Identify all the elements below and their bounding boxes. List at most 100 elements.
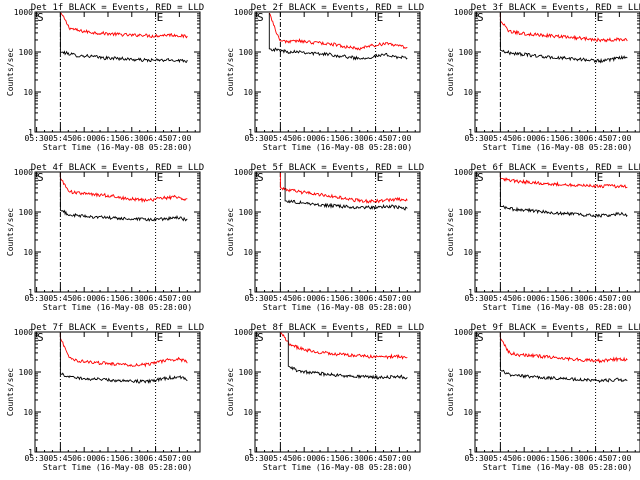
x-axis-label: Start Time (16-May-08 05:28:00) [43, 463, 192, 472]
y-tick-label: 100 [239, 48, 254, 57]
y-tick-label: 10 [243, 88, 253, 97]
x-tick-label: 07:00 [167, 454, 191, 463]
x-tick-label: 06:30 [340, 454, 364, 463]
y-tick-label: 10 [23, 88, 33, 97]
plot-frame [474, 331, 640, 453]
y-tick-label: 1000 [14, 8, 33, 17]
series-lld-line [499, 173, 628, 189]
series-events-line [287, 333, 408, 380]
x-tick-label: 06:45 [364, 454, 388, 463]
y-axis-label: Counts/sec [446, 368, 455, 416]
plot-frame [254, 331, 421, 453]
x-tick-label: 05:30 [465, 294, 489, 303]
plot-frame [474, 11, 640, 133]
series-events-line [499, 13, 628, 64]
series-events-line [499, 173, 628, 218]
start-marker-label: S [477, 11, 484, 24]
x-tick-label: 06:00 [512, 294, 536, 303]
panel-title: Det 7f BLACK = Events, RED = LLD [31, 323, 204, 333]
start-marker-label: S [257, 171, 264, 184]
x-tick-label: 07:00 [167, 134, 191, 143]
x-tick-label: 06:45 [144, 294, 168, 303]
x-tick-label: 05:45 [48, 134, 72, 143]
x-tick-label: 05:30 [245, 134, 269, 143]
end-marker-label: E [597, 11, 604, 24]
series-lld-line [59, 333, 188, 368]
start-marker-label: S [37, 171, 44, 184]
x-tick-label: 05:45 [488, 294, 512, 303]
series-events-line [268, 13, 408, 61]
y-axis-label: Counts/sec [446, 48, 455, 96]
end-marker-label: E [377, 11, 384, 24]
x-tick-label: 05:45 [268, 454, 292, 463]
x-tick-label: 06:45 [364, 294, 388, 303]
x-tick-label: 07:00 [607, 294, 631, 303]
y-tick-label: 1000 [14, 168, 33, 177]
start-marker-label: S [37, 331, 44, 344]
x-axis-label: Start Time (16-May-08 05:28:00) [263, 143, 412, 152]
y-axis-label: Counts/sec [226, 208, 235, 256]
x-axis-label: Start Time (16-May-08 05:28:00) [483, 463, 632, 472]
panel-det-8: Det 8f BLACK = Events, RED = LLD 1 10 100 10… [226, 323, 424, 472]
x-tick-label: 06:30 [340, 294, 364, 303]
panel-title: Det 9f BLACK = Events, RED = LLD [471, 323, 640, 333]
y-tick-label: 100 [459, 48, 474, 57]
panel-det-7: Det 7f BLACK = Events, RED = LLD 1 10 100 10… [6, 323, 204, 472]
end-marker-label: E [157, 171, 164, 184]
y-tick-label: 100 [19, 368, 34, 377]
y-tick-label: 1 [468, 448, 473, 457]
y-tick-label: 1000 [234, 168, 253, 177]
y-tick-label: 1000 [454, 8, 473, 17]
y-tick-label: 10 [463, 248, 473, 257]
x-axis-label: Start Time (16-May-08 05:28:00) [263, 463, 412, 472]
panel-title: Det 1f BLACK = Events, RED = LLD [31, 3, 204, 13]
x-tick-label: 05:30 [25, 454, 49, 463]
x-tick-label: 05:45 [268, 134, 292, 143]
x-tick-label: 06:30 [560, 294, 584, 303]
x-tick-label: 05:30 [245, 454, 269, 463]
y-tick-label: 1 [28, 448, 33, 457]
series-lld-line [268, 12, 408, 51]
x-tick-label: 05:45 [488, 454, 512, 463]
y-tick-label: 100 [459, 368, 474, 377]
x-tick-label: 07:00 [387, 294, 411, 303]
x-tick-label: 06:45 [584, 454, 608, 463]
x-tick-label: 06:00 [292, 134, 316, 143]
x-tick-label: 07:00 [607, 134, 631, 143]
y-tick-label: 1000 [234, 8, 253, 17]
x-tick-label: 06:15 [536, 454, 560, 463]
series-lld-line [59, 173, 188, 203]
y-tick-label: 1000 [234, 328, 253, 337]
x-tick-label: 05:30 [25, 134, 49, 143]
panel-det-3: Det 3f BLACK = Events, RED = LLD 1 10 100 10… [446, 3, 640, 152]
x-axis-label: Start Time (16-May-08 05:28:00) [483, 303, 632, 312]
y-tick-label: 1 [28, 288, 33, 297]
y-axis-label: Counts/sec [226, 368, 235, 416]
series-events-line [59, 333, 188, 384]
x-tick-label: 06:30 [560, 134, 584, 143]
y-tick-label: 1 [468, 288, 473, 297]
x-tick-label: 05:45 [48, 454, 72, 463]
x-tick-label: 06:45 [584, 294, 608, 303]
y-axis-label: Counts/sec [446, 208, 455, 256]
x-tick-label: 06:00 [512, 454, 536, 463]
y-tick-label: 100 [459, 208, 474, 217]
x-tick-label: 05:30 [465, 134, 489, 143]
y-tick-label: 100 [239, 368, 254, 377]
panel-det-2: Det 2f BLACK = Events, RED = LLD 1 10 100 10… [226, 3, 424, 152]
series-lld-line [279, 173, 408, 204]
panel-det-4: Det 4f BLACK = Events, RED = LLD 1 10 100 10… [6, 163, 204, 312]
panel-det-9: Det 9f BLACK = Events, RED = LLD 1 10 100 10… [446, 323, 640, 472]
x-tick-label: 06:30 [120, 134, 144, 143]
end-marker-label: E [157, 11, 164, 24]
panel-title: Det 2f BLACK = Events, RED = LLD [251, 3, 424, 13]
x-axis-label: Start Time (16-May-08 05:28:00) [43, 143, 192, 152]
x-tick-label: 05:45 [48, 294, 72, 303]
y-tick-label: 10 [463, 88, 473, 97]
x-tick-label: 06:30 [340, 134, 364, 143]
x-axis-label: Start Time (16-May-08 05:28:00) [483, 143, 632, 152]
series-events-line [284, 173, 408, 211]
y-axis-label: Counts/sec [6, 368, 15, 416]
plot-frame [254, 171, 421, 293]
